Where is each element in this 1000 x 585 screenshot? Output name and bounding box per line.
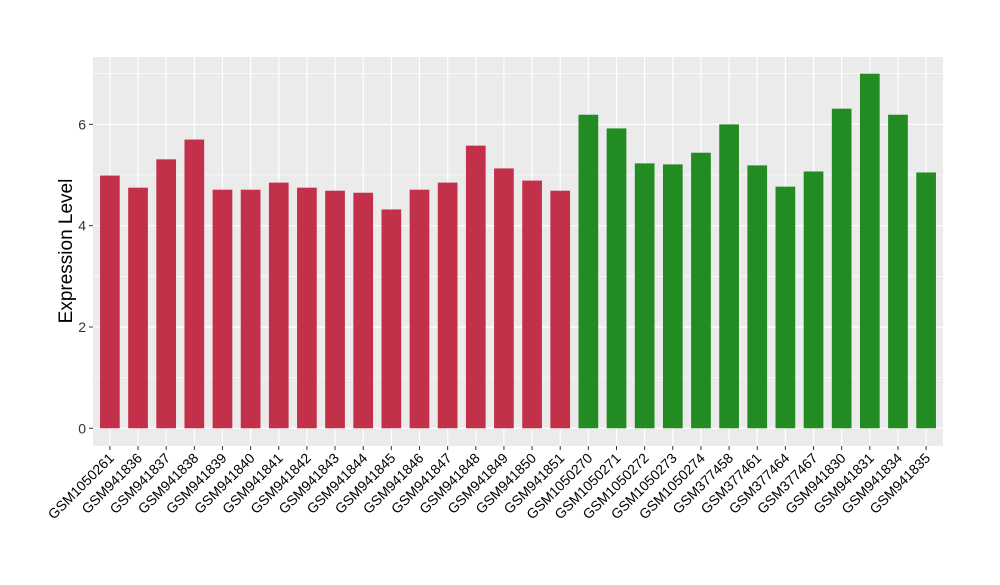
bar-GSM941842 — [297, 187, 317, 429]
bar-GSM941851 — [550, 190, 571, 429]
bar-GSM1050261 — [100, 175, 120, 429]
bar-GSM377464 — [775, 186, 796, 429]
y-axis-label: Expression Level — [56, 179, 77, 324]
bar-GSM941846 — [409, 189, 430, 429]
bar-GSM941839 — [212, 189, 233, 429]
bar-GSM941838 — [184, 139, 205, 429]
bar-GSM1050271 — [606, 128, 627, 429]
bar-GSM941848 — [465, 145, 486, 429]
bar-GSM1050270 — [578, 114, 599, 429]
bar-GSM941847 — [437, 182, 458, 429]
bar-GSM941849 — [494, 168, 514, 429]
bar-GSM941845 — [381, 209, 402, 429]
bar-GSM941831 — [859, 73, 880, 429]
bar-GSM941834 — [888, 114, 908, 429]
bar-GSM941841 — [268, 182, 289, 429]
y-tick-label: 6 — [78, 116, 86, 132]
y-tick-label: 4 — [78, 218, 86, 234]
bar-GSM1050274 — [691, 152, 711, 429]
bar-GSM377458 — [719, 124, 739, 429]
bar-GSM941850 — [522, 180, 542, 429]
bar-GSM377461 — [747, 165, 768, 429]
bar-GSM941835 — [916, 172, 936, 429]
bar-GSM941836 — [128, 187, 148, 429]
y-tick-label: 0 — [78, 420, 86, 436]
bar-GSM941837 — [156, 159, 177, 429]
plot-panel — [93, 57, 943, 446]
bar-GSM1050273 — [662, 164, 683, 429]
x-axis: GSM1050261GSM941836GSM941837GSM941838GSM… — [45, 446, 933, 522]
bar-GSM1050272 — [634, 163, 655, 429]
bars — [100, 73, 936, 429]
bar-GSM941830 — [831, 108, 852, 429]
bar-GSM377467 — [803, 171, 824, 429]
bar-GSM941844 — [353, 192, 374, 429]
bar-GSM941843 — [325, 190, 345, 429]
y-axis: 0 2 4 6 — [78, 116, 93, 436]
bar-GSM941840 — [240, 189, 261, 429]
y-tick-label: 2 — [78, 319, 86, 335]
